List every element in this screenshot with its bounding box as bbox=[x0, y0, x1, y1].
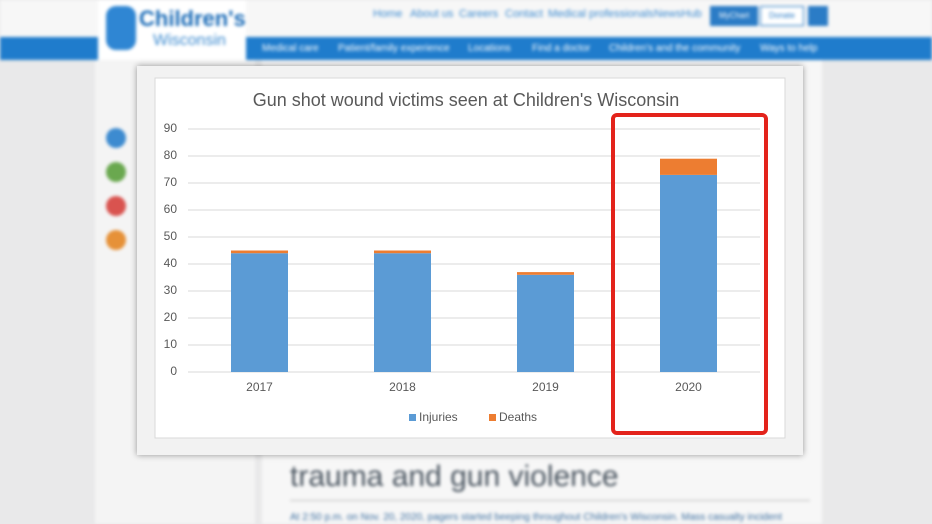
y-tick-label: 30 bbox=[164, 283, 178, 297]
top-link: Medical professionals bbox=[548, 8, 654, 20]
x-tick-label: 2019 bbox=[532, 380, 559, 394]
bar-segment bbox=[374, 253, 431, 372]
icon bbox=[106, 196, 126, 216]
top-link: Home bbox=[373, 8, 403, 20]
top-link: Contact bbox=[505, 8, 543, 20]
bar-segment bbox=[517, 274, 574, 372]
nav-link: Children's and the community bbox=[609, 43, 741, 54]
bar-segment bbox=[517, 272, 574, 275]
y-tick-label: 0 bbox=[170, 364, 177, 378]
nav-link: Patient/family experience bbox=[338, 43, 450, 54]
bar-segment bbox=[660, 174, 717, 372]
top-link: Careers bbox=[459, 8, 499, 20]
legend-swatch bbox=[489, 414, 496, 421]
icon bbox=[106, 128, 126, 148]
y-tick-label: 50 bbox=[164, 229, 178, 243]
legend-swatch bbox=[409, 414, 416, 421]
logo-text: Wisconsin bbox=[153, 32, 226, 49]
x-tick-label: 2018 bbox=[389, 380, 416, 394]
legend-label: Deaths bbox=[499, 410, 537, 424]
nav-link: Medical care bbox=[262, 43, 319, 54]
search-button bbox=[808, 6, 828, 26]
body-text: At 2:50 p.m. on Nov. 20, 2020, pagers st… bbox=[290, 512, 782, 523]
headline: trauma and gun violence bbox=[290, 460, 619, 493]
y-tick-label: 20 bbox=[164, 310, 178, 324]
chart: Gun shot wound victims seen at Children'… bbox=[154, 77, 786, 439]
icon bbox=[106, 230, 126, 250]
highlight-box bbox=[611, 113, 768, 435]
bar-segment bbox=[374, 250, 431, 254]
y-tick-label: 60 bbox=[164, 202, 178, 216]
nav-link: Ways to help bbox=[760, 43, 818, 54]
legend-label: Injuries bbox=[419, 410, 458, 424]
nav-link: Find a doctor bbox=[532, 43, 591, 54]
icon bbox=[106, 162, 126, 182]
button: Donate bbox=[760, 6, 804, 26]
y-tick-label: 80 bbox=[164, 148, 178, 162]
chart-title: Gun shot wound victims seen at Children'… bbox=[253, 90, 680, 110]
top-link: About us bbox=[410, 8, 454, 20]
chart-panel: Gun shot wound victims seen at Children'… bbox=[137, 66, 803, 455]
nav-link: Locations bbox=[468, 43, 511, 54]
y-tick-label: 10 bbox=[164, 337, 178, 351]
x-tick-label: 2020 bbox=[675, 380, 702, 394]
y-tick-label: 40 bbox=[164, 256, 178, 270]
y-tick-label: 70 bbox=[164, 175, 178, 189]
button: MyChart bbox=[710, 6, 759, 26]
bar-segment bbox=[231, 253, 288, 372]
x-tick-label: 2017 bbox=[246, 380, 273, 394]
logo-text: Children's bbox=[139, 6, 246, 31]
divider bbox=[290, 500, 810, 501]
bar-segment bbox=[660, 158, 717, 175]
y-tick-label: 90 bbox=[164, 121, 178, 135]
logo-icon bbox=[106, 6, 136, 50]
bar-segment bbox=[231, 250, 288, 254]
top-link: NewsHub bbox=[654, 8, 702, 20]
